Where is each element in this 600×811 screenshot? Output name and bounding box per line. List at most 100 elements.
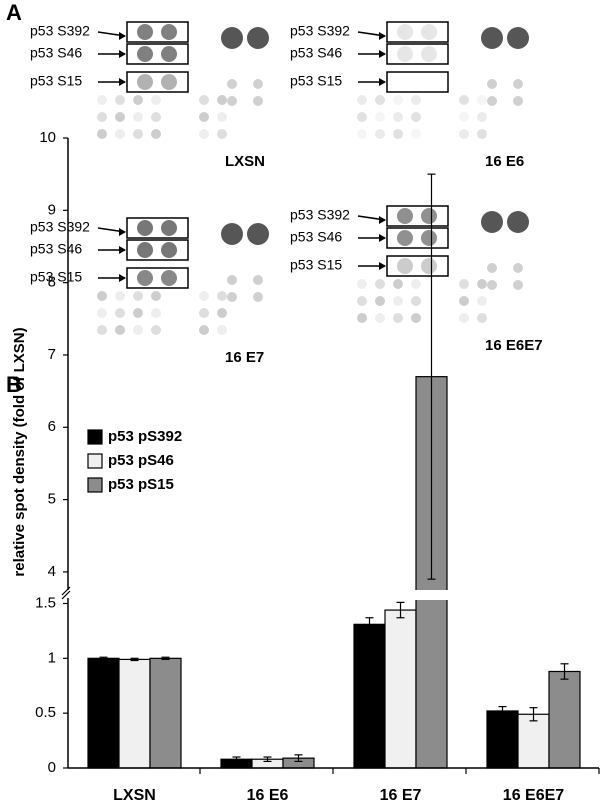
spot xyxy=(247,27,269,49)
axis-break xyxy=(61,590,71,600)
spot xyxy=(199,129,209,139)
spot xyxy=(513,96,523,106)
spot xyxy=(487,263,497,273)
spot xyxy=(375,129,385,139)
y-tick-label: 9 xyxy=(48,201,56,218)
y-tick-label: 5 xyxy=(48,491,56,508)
spot xyxy=(411,112,421,122)
spot xyxy=(97,112,107,122)
arrow-head xyxy=(379,216,386,224)
spot xyxy=(357,95,367,105)
row-label: p53 S15 xyxy=(290,73,342,89)
spot xyxy=(507,27,529,49)
box xyxy=(126,267,189,289)
spot xyxy=(459,129,469,139)
spot xyxy=(161,24,177,40)
blot-name: LXSN xyxy=(225,153,265,170)
spot xyxy=(133,291,143,301)
spot xyxy=(393,313,403,323)
arrow-head xyxy=(119,78,126,86)
spot xyxy=(397,208,413,224)
spot xyxy=(375,279,385,289)
box xyxy=(126,217,189,239)
y-tick-label: 10 xyxy=(39,129,56,146)
spot xyxy=(477,129,487,139)
spot xyxy=(477,313,487,323)
box xyxy=(386,227,449,249)
box xyxy=(386,71,449,93)
spot xyxy=(217,325,227,335)
spot xyxy=(477,296,487,306)
box xyxy=(386,21,449,43)
spot xyxy=(115,112,125,122)
spot xyxy=(393,129,403,139)
row-label: p53 S392 xyxy=(30,219,90,235)
spot xyxy=(459,95,469,105)
spot xyxy=(375,313,385,323)
spot xyxy=(397,230,413,246)
spot xyxy=(199,95,209,105)
row-label: p53 S46 xyxy=(30,241,82,257)
bar xyxy=(353,623,386,769)
spot xyxy=(477,95,487,105)
spot xyxy=(481,27,503,49)
spot xyxy=(253,292,263,302)
spot xyxy=(421,46,437,62)
arrow-head xyxy=(119,228,126,236)
spot xyxy=(481,211,503,233)
spot xyxy=(253,275,263,285)
spot xyxy=(397,24,413,40)
y-tick-label: 1.5 xyxy=(35,594,56,611)
spot xyxy=(411,313,421,323)
spot xyxy=(133,129,143,139)
row-label: p53 S46 xyxy=(290,229,342,245)
spot xyxy=(459,296,469,306)
spot xyxy=(137,46,153,62)
spot xyxy=(421,230,437,246)
panel-label: A xyxy=(6,0,22,25)
spot xyxy=(421,208,437,224)
spot xyxy=(137,24,153,40)
spot xyxy=(357,129,367,139)
spot xyxy=(151,112,161,122)
arrow-head xyxy=(379,262,386,270)
spot xyxy=(393,279,403,289)
spot xyxy=(375,296,385,306)
box xyxy=(126,21,189,43)
spot xyxy=(161,46,177,62)
box xyxy=(386,255,449,277)
y-axis-title: relative spot density (fold of LXSN) xyxy=(11,327,28,576)
spot xyxy=(513,263,523,273)
spot xyxy=(411,95,421,105)
spot xyxy=(221,223,243,245)
box xyxy=(126,43,189,65)
row-label: p53 S392 xyxy=(290,23,350,39)
spot xyxy=(513,79,523,89)
spot xyxy=(199,308,209,318)
row-label: p53 S15 xyxy=(30,73,82,89)
arrow-head xyxy=(119,246,126,254)
legend-label: p53 pS15 xyxy=(108,476,174,493)
spot xyxy=(247,223,269,245)
spot xyxy=(199,325,209,335)
x-tick-label: LXSN xyxy=(113,787,156,804)
spot xyxy=(375,95,385,105)
spot xyxy=(357,296,367,306)
spot xyxy=(513,280,523,290)
bar xyxy=(384,609,417,769)
spot xyxy=(137,270,153,286)
spot xyxy=(227,79,237,89)
y-tick-label: 6 xyxy=(48,418,56,435)
spot xyxy=(97,95,107,105)
spot xyxy=(397,46,413,62)
row-label: p53 S15 xyxy=(290,257,342,273)
arrow-head xyxy=(379,32,386,40)
spot xyxy=(227,292,237,302)
arrow-head xyxy=(119,50,126,58)
blot-name: 16 E6E7 xyxy=(485,337,543,354)
spot xyxy=(133,325,143,335)
spot xyxy=(151,129,161,139)
bar xyxy=(87,657,120,769)
y-tick-label: 4 xyxy=(48,563,56,580)
